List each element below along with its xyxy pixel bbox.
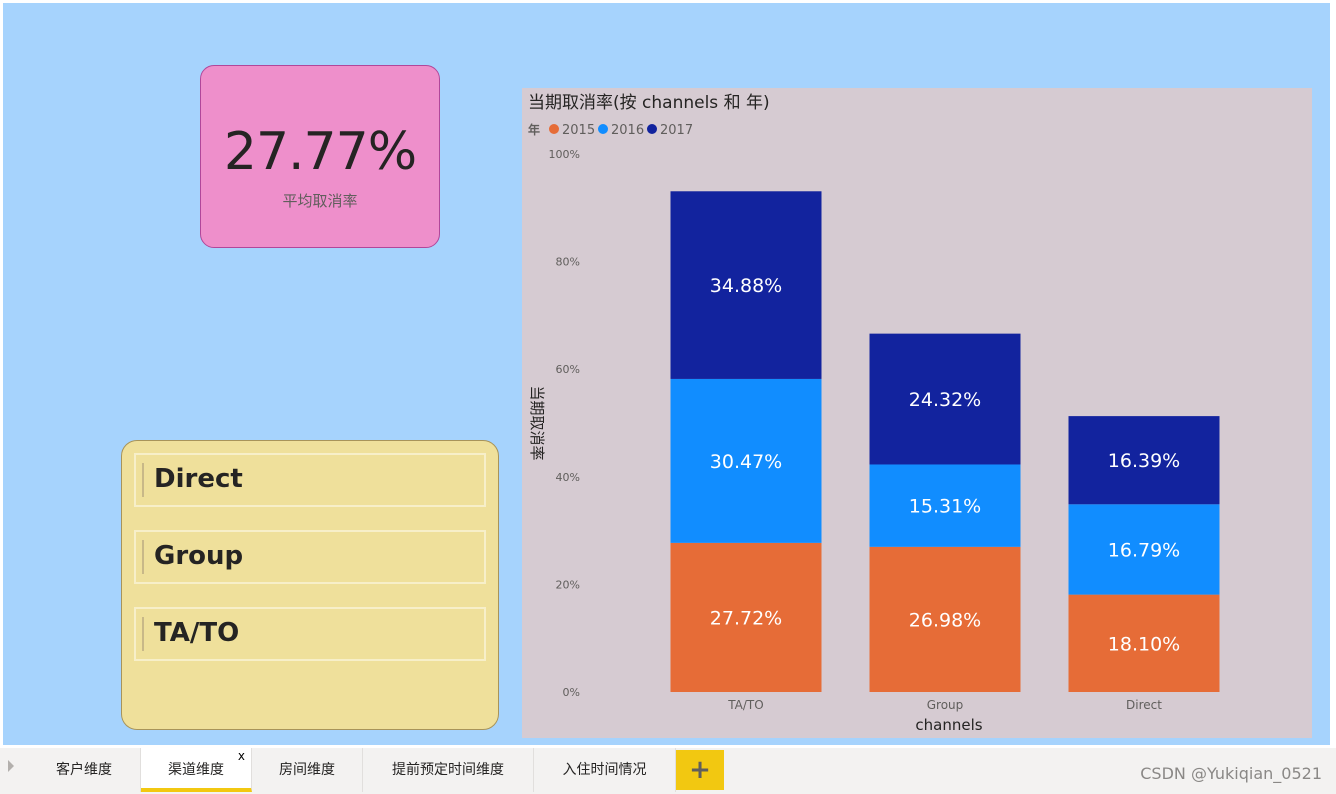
tab-label: 客户维度	[56, 762, 112, 778]
y-tick-label: 100%	[549, 148, 580, 161]
bar-Direct-2017	[1068, 416, 1220, 505]
data-label: 27.72%	[710, 607, 782, 629]
bar-Direct-2016	[1068, 504, 1220, 595]
legend-marker-2015	[549, 124, 559, 134]
tab-room[interactable]: 房间维度	[252, 748, 363, 792]
y-tick-label: 0%	[563, 686, 580, 699]
x-tick-label: TA/TO	[727, 698, 763, 712]
slicer-item-label: Group	[154, 541, 244, 571]
tab-label: 渠道维度	[168, 762, 224, 778]
watermark: CSDN @Yukiqian_0521	[1140, 764, 1322, 783]
bar-TA/TO-2016	[670, 378, 822, 543]
data-label: 16.79%	[1108, 539, 1180, 561]
slicer-item-label: TA/TO	[154, 618, 240, 648]
x-tick-label: Group	[927, 698, 964, 712]
bar-Group-2015	[869, 546, 1021, 692]
chart-title: 当期取消率(按 channels 和 年)	[528, 93, 770, 113]
tab-label: 房间维度	[279, 762, 335, 778]
data-label: 34.88%	[710, 275, 782, 297]
y-tick-label: 60%	[556, 363, 580, 376]
data-label: 16.39%	[1108, 450, 1180, 472]
y-axis-label: 当期取消率	[528, 385, 546, 460]
slicer-item-label: Direct	[154, 464, 243, 494]
chart-svg: 当期取消率(按 channels 和 年) 年 2015 2016 2017 0% 20% 4…	[528, 93, 1220, 734]
y-tick-label: 80%	[556, 256, 580, 269]
kpi-label: 平均取消率	[282, 192, 358, 210]
channel-slicer: Direct Group TA/TO	[121, 440, 499, 730]
scroll-left-icon[interactable]	[8, 760, 14, 772]
close-icon[interactable]: x	[237, 749, 245, 763]
slicer-item-direct[interactable]: Direct	[134, 453, 486, 507]
legend-marker-2016	[598, 124, 608, 134]
slicer-item-group[interactable]: Group	[134, 530, 486, 584]
cancel-rate-chart[interactable]: 当期取消率(按 channels 和 年) 年 2015 2016 2017 0% 20% 4…	[522, 88, 1312, 738]
slicer-item-marker	[142, 617, 144, 651]
y-tick-label: 20%	[556, 578, 580, 591]
bar-TA/TO-2017	[670, 191, 822, 379]
slicer-item-marker	[142, 463, 144, 497]
tab-label: 提前预定时间维度	[392, 762, 504, 778]
add-page-button[interactable]: +	[676, 750, 724, 790]
legend-label-2015: 2015	[562, 123, 595, 138]
slicer-item-marker	[142, 540, 144, 574]
legend-marker-2017	[647, 124, 657, 134]
data-label: 18.10%	[1108, 633, 1180, 655]
kpi-value: 27.77%	[223, 122, 417, 182]
data-label: 30.47%	[710, 451, 782, 473]
bar-Group-2016	[869, 464, 1021, 547]
data-label: 15.31%	[909, 496, 981, 518]
bar-Group-2017	[869, 333, 1021, 465]
legend-title: 年	[528, 122, 540, 137]
slicer-item-tato[interactable]: TA/TO	[134, 607, 486, 661]
tab-channel[interactable]: 渠道维度 x	[141, 748, 252, 792]
y-tick-label: 40%	[556, 471, 580, 484]
kpi-card[interactable]: 27.77% 平均取消率	[200, 65, 440, 248]
page-tab-bar: 客户维度 渠道维度 x 房间维度 提前预定时间维度 入住时间情况 + CSDN …	[0, 748, 1336, 794]
legend-label-2017: 2017	[660, 123, 693, 138]
bar-Direct-2015	[1068, 594, 1220, 692]
x-tick-label: Direct	[1126, 698, 1162, 712]
data-label: 24.32%	[909, 389, 981, 411]
tab-label: 入住时间情况	[562, 762, 647, 778]
tab-checkin[interactable]: 入住时间情况	[534, 748, 676, 792]
data-label: 26.98%	[909, 609, 981, 631]
tab-lead-time[interactable]: 提前预定时间维度	[363, 748, 534, 792]
bar-TA/TO-2015	[670, 542, 822, 692]
tab-customer[interactable]: 客户维度	[28, 748, 141, 792]
x-axis-label: channels	[915, 716, 982, 734]
legend-label-2016: 2016	[611, 123, 644, 138]
